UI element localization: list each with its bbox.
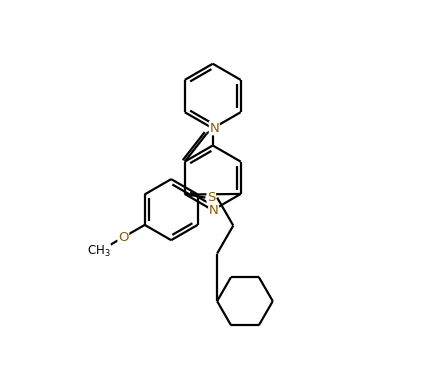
Text: N: N: [209, 204, 218, 217]
Text: N: N: [209, 122, 219, 135]
Text: CH$_3$: CH$_3$: [87, 244, 110, 259]
Text: S: S: [207, 191, 216, 204]
Text: O: O: [118, 231, 129, 244]
